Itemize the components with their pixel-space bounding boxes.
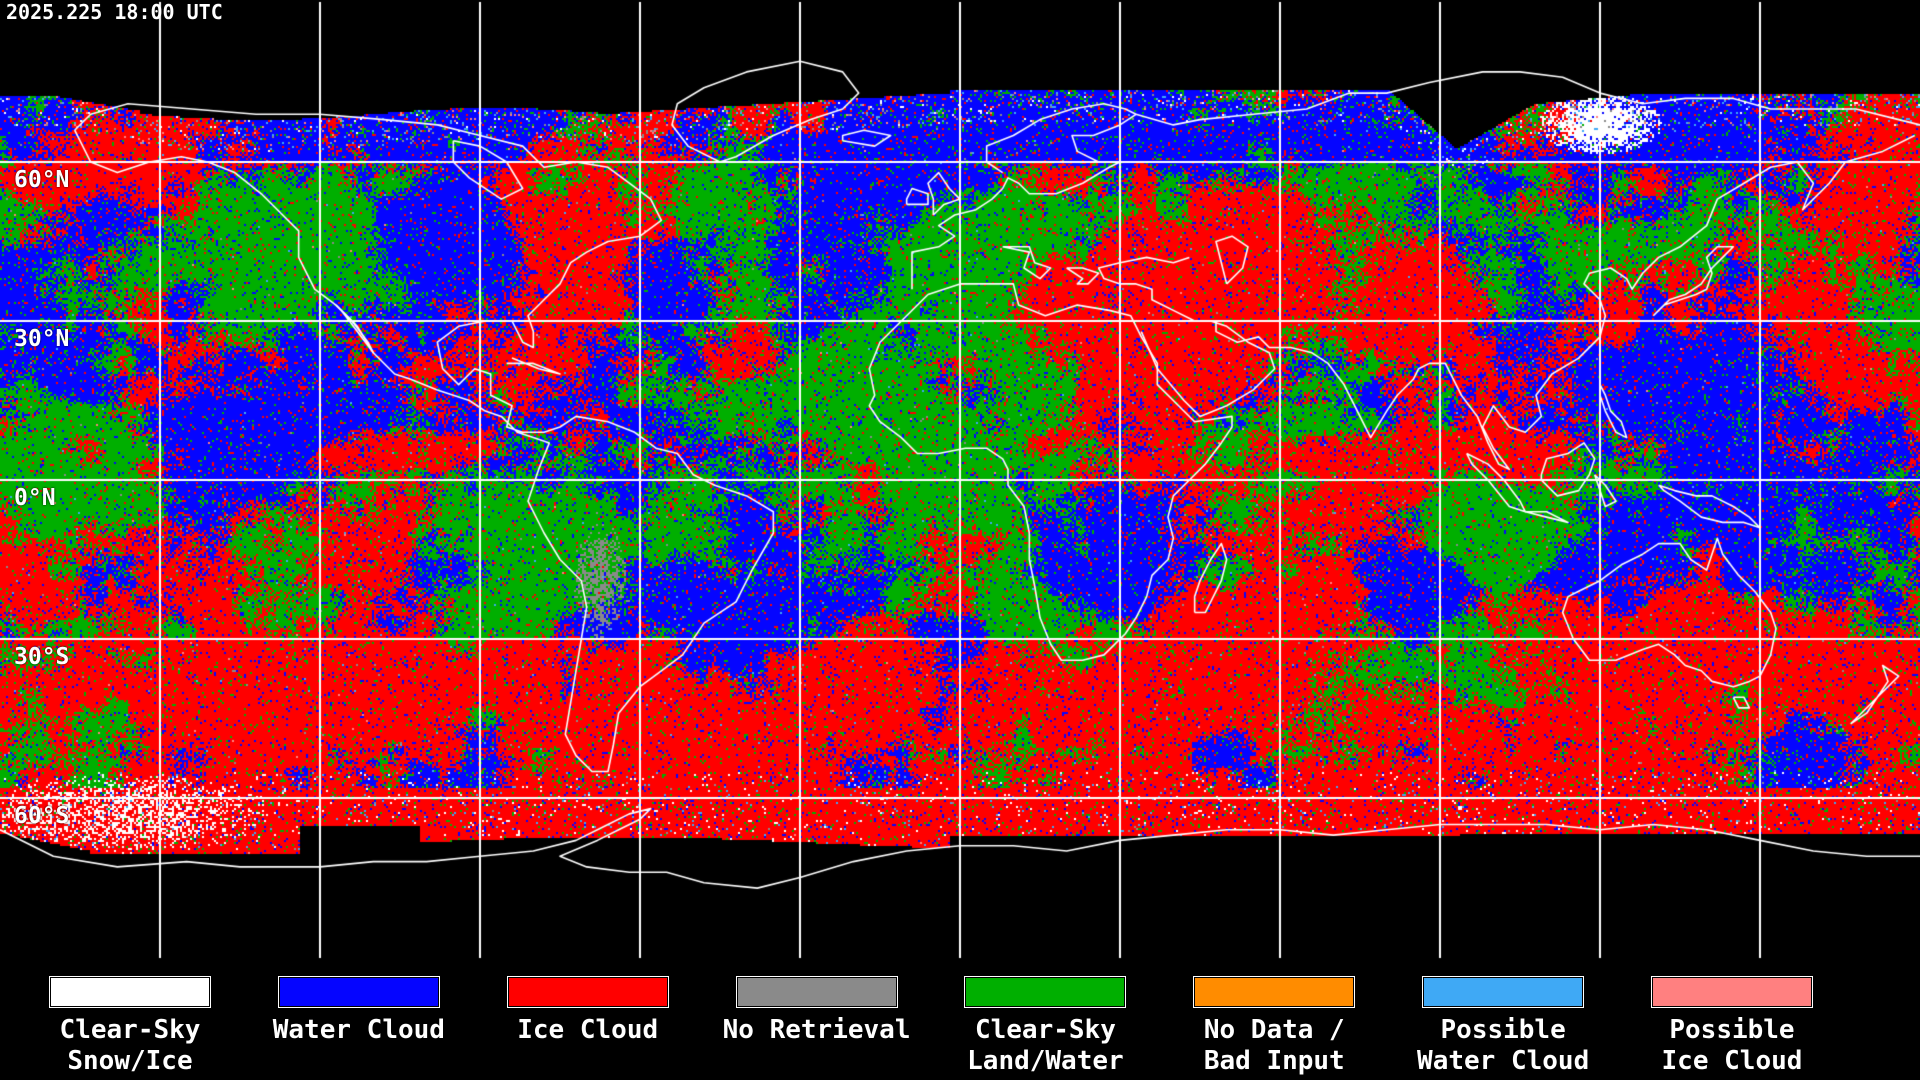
legend-item-clear-sky-snow-ice: Clear-Sky Snow/Ice [15,976,245,1077]
legend-color-no-data-bad-input [1195,978,1354,1006]
legend-label-clear-sky-snow-ice: Clear-Sky Snow/Ice [59,1015,201,1076]
legend-label-clear-sky-land-water: Clear-Sky Land/Water [967,1015,1124,1076]
legend-label-ice-cloud: Ice Cloud [517,1015,659,1045]
legend-item-ice-cloud: Ice Cloud [473,976,703,1046]
legend-color-possible-water-cloud [1424,978,1583,1006]
legend-color-no-retrieval [737,978,896,1006]
legend-swatch-clear-sky-land-water [964,976,1127,1008]
legend-swatch-clear-sky-snow-ice [49,976,211,1008]
legend-swatch-no-data-bad-input [1193,976,1356,1008]
legend-item-possible-ice-cloud: Possible Ice Cloud [1617,976,1847,1077]
latitude-label-30: 30°N [14,326,70,352]
legend-item-no-retrieval: No Retrieval [702,976,932,1046]
timestamp-label: 2025.225 18:00 UTC [6,0,223,24]
legend-color-ice-cloud [508,978,667,1006]
latitude-label-60: 60°N [14,167,70,193]
legend-color-possible-ice-cloud [1652,978,1811,1006]
legend-label-water-cloud: Water Cloud [272,1015,445,1045]
legend-swatch-ice-cloud [506,976,669,1008]
legend-label-possible-ice-cloud: Possible Ice Cloud [1661,1015,1803,1076]
legend-label-no-data-bad-input: No Data / Bad Input [1203,1015,1345,1076]
latitude-label-0: 0°N [14,485,56,511]
legend-color-clear-sky-land-water [966,978,1125,1006]
legend-swatch-water-cloud [277,976,440,1008]
legend-label-no-retrieval: No Retrieval [722,1015,911,1045]
legend-swatch-possible-water-cloud [1422,976,1585,1008]
legend-color-clear-sky-snow-ice [51,978,209,1006]
legend-color-water-cloud [279,978,438,1006]
legend-item-water-cloud: Water Cloud [244,976,474,1046]
legend-item-possible-water-cloud: Possible Water Cloud [1388,976,1618,1077]
latitude-label--60: 60°S [14,803,70,829]
legend-swatch-no-retrieval [735,976,898,1008]
legend-item-no-data-bad-input: No Data / Bad Input [1159,976,1389,1077]
legend-swatch-possible-ice-cloud [1650,976,1813,1008]
latitude-label--30: 30°S [14,644,70,670]
legend-label-possible-water-cloud: Possible Water Cloud [1417,1015,1590,1076]
legend-item-clear-sky-land-water: Clear-Sky Land/Water [930,976,1160,1077]
